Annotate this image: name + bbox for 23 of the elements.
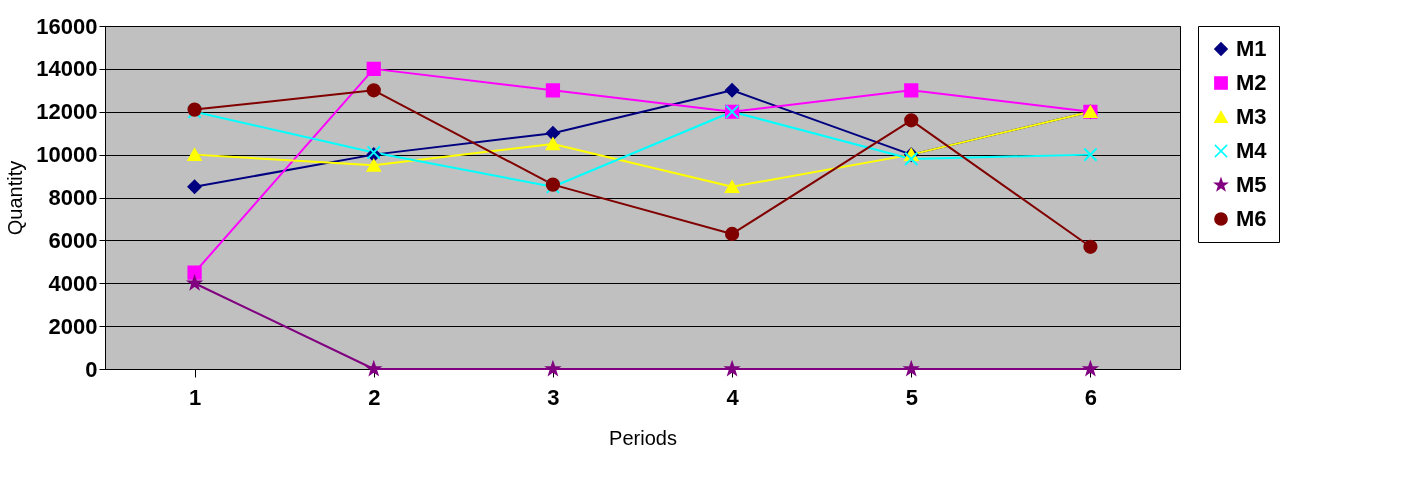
legend-label: M5 (1236, 172, 1267, 197)
x-axis-title: Periods (609, 426, 677, 449)
y-tick-label: 0 (85, 356, 98, 382)
y-tick-label: 2000 (48, 313, 98, 339)
x-tick-label: 3 (547, 384, 560, 410)
legend-label: M4 (1236, 138, 1268, 163)
y-tick-label: 14000 (36, 56, 98, 82)
legend-label: M1 (1236, 36, 1267, 61)
x-tick-label: 5 (905, 384, 918, 410)
legend-label: M6 (1236, 206, 1267, 231)
x-tick-label: 1 (188, 384, 202, 410)
legend-label: M3 (1236, 104, 1267, 129)
y-tick-label: 12000 (36, 99, 98, 125)
y-tick-label: 8000 (48, 185, 98, 210)
y-axis-title: Quantity (4, 160, 27, 236)
y-tick-label: 10000 (36, 142, 98, 168)
x-tick-label: 6 (1084, 384, 1098, 410)
y-tick-label: 16000 (36, 13, 98, 39)
y-tick-label: 6000 (48, 227, 98, 253)
legend-label: M2 (1236, 70, 1267, 95)
x-tick-label: 2 (368, 384, 381, 410)
x-tick-label: 4 (726, 384, 740, 410)
y-tick-label: 4000 (48, 270, 98, 296)
